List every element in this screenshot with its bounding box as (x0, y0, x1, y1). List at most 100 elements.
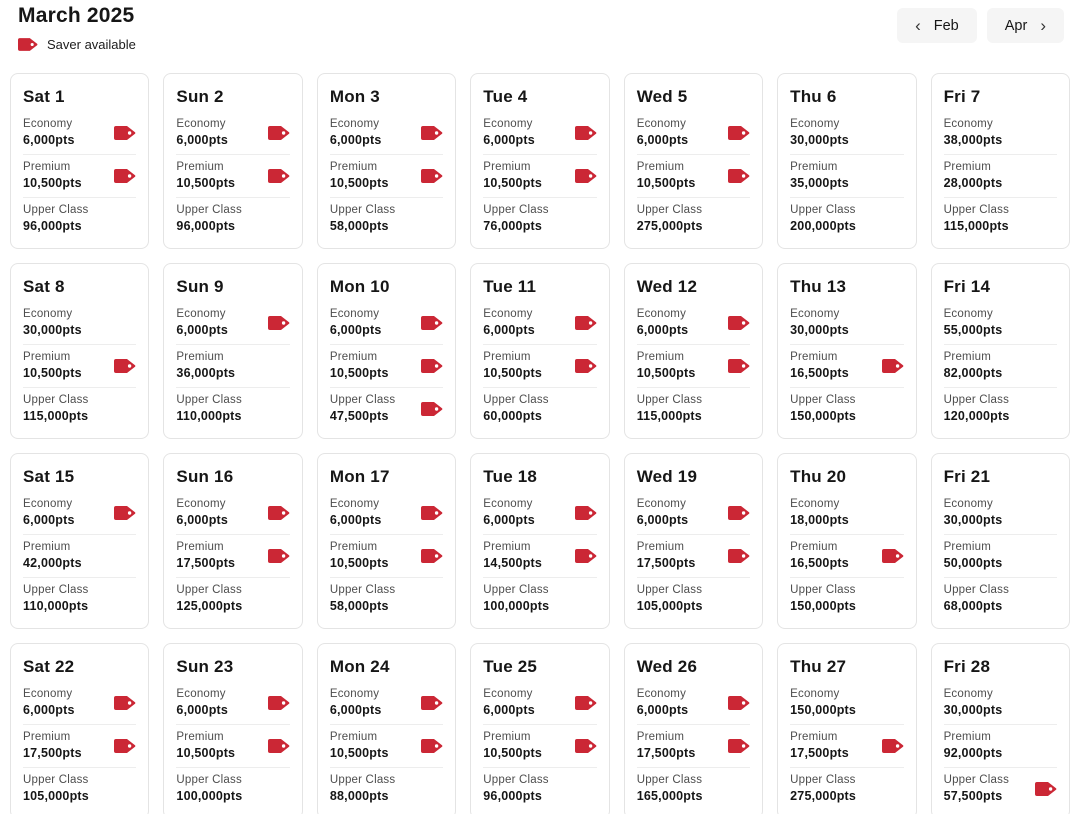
day-card[interactable]: Tue 18 Economy 6,000pts Premium 14,500pt… (470, 453, 610, 629)
day-card[interactable]: Tue 11 Economy 6,000pts Premium 10,500pt… (470, 263, 610, 439)
day-card[interactable]: Fri 21 Economy 30,000pts Premium 50,000p… (930, 453, 1070, 629)
cabin-points: 68,000pts (943, 599, 1003, 613)
cabin-points: 10,500pts (483, 746, 543, 760)
cabin-info: Premium 10,500pts (330, 731, 389, 760)
cabin-label: Premium (790, 731, 838, 743)
cabin-row: Economy 30,000pts (790, 302, 903, 344)
saver-tag-icon (728, 738, 750, 753)
cabin-label: Economy (636, 308, 687, 320)
day-title: Wed 12 (636, 277, 698, 296)
cabin-info: Premium 10,500pts (176, 731, 235, 760)
cabin-label: Premium (790, 161, 838, 173)
cabin-points: 6,000pts (329, 513, 382, 527)
cabin-label: Economy (329, 308, 380, 320)
cabin-label: Economy (23, 498, 73, 510)
cabin-row: Upper Class 96,000pts (176, 197, 290, 240)
cabin-info: Upper Class 57,500pts (944, 774, 1009, 803)
cabin-points: 100,000pts (483, 599, 550, 613)
cabin-row: Upper Class 58,000pts (329, 197, 444, 240)
day-card[interactable]: Wed 19 Economy 6,000pts Premium 17,500pt… (623, 453, 764, 629)
cabin-points: 6,000pts (636, 703, 689, 717)
saver-tag-icon (267, 548, 290, 563)
day-card[interactable]: Sun 9 Economy 6,000pts Premium 36,000pts (163, 263, 303, 439)
cabin-points: 55,000pts (943, 323, 1003, 337)
day-card[interactable]: Fri 28 Economy 30,000pts Premium 92,000p… (930, 643, 1070, 814)
cabin-points: 150,000pts (790, 703, 857, 717)
day-card[interactable]: Mon 17 Economy 6,000pts Premium 10,500pt… (316, 453, 457, 629)
cabin-row: Economy 6,000pts (176, 112, 290, 154)
day-card[interactable]: Tue 4 Economy 6,000pts Premium 10,500pts (470, 73, 610, 249)
cabin-points: 105,000pts (23, 789, 89, 803)
day-card[interactable]: Wed 12 Economy 6,000pts Premium 10,500pt… (623, 263, 764, 439)
cabin-points: 6,000pts (176, 513, 229, 527)
prev-month-button[interactable]: ‹ Feb (897, 8, 977, 43)
day-card[interactable]: Sat 1 Economy 6,000pts Premium 10,500pts (10, 73, 150, 249)
saver-tag-icon (114, 125, 136, 140)
day-card[interactable]: Sun 2 Economy 6,000pts Premium 10,500pts (163, 73, 303, 249)
saver-tag-icon (728, 695, 750, 710)
cabin-info: Upper Class 100,000pts (176, 774, 242, 803)
cabin-row: Upper Class 275,000pts (790, 767, 904, 810)
cabin-row: Premium 10,500pts (329, 534, 444, 577)
cabin-points: 14,500pts (483, 556, 543, 570)
day-card[interactable]: Thu 13 Economy 30,000pts Premium 16,500p… (777, 263, 917, 439)
cabin-row: Upper Class 125,000pts (176, 577, 290, 620)
calendar-grid: Sat 1 Economy 6,000pts Premium 10,500pts (0, 73, 1080, 814)
cabin-label: Upper Class (329, 204, 396, 216)
cabin-label: Economy (23, 308, 73, 320)
cabin-row: Premium 10,500pts (23, 154, 137, 197)
cabin-points: 6,000pts (636, 133, 689, 147)
cabin-points: 47,500pts (329, 409, 389, 423)
cabin-row: Economy 30,000pts (23, 302, 136, 344)
cabin-info: Economy 30,000pts (23, 308, 82, 337)
cabin-row: Economy 30,000pts (944, 492, 1057, 534)
cabin-info: Premium 10,500pts (23, 351, 82, 380)
day-card[interactable]: Fri 14 Economy 55,000pts Premium 82,000p… (930, 263, 1070, 439)
cabin-points: 6,000pts (483, 133, 535, 147)
day-card[interactable]: Fri 7 Economy 38,000pts Premium 28,000pt… (930, 73, 1070, 249)
cabin-points: 6,000pts (483, 323, 535, 337)
day-card[interactable]: Thu 27 Economy 150,000pts Premium 17,500… (777, 643, 917, 814)
day-card[interactable]: Wed 26 Economy 6,000pts Premium 17,500pt… (623, 643, 764, 814)
cabin-points: 17,500pts (176, 556, 236, 570)
next-month-button[interactable]: Apr › (986, 8, 1064, 43)
day-card[interactable]: Mon 3 Economy 6,000pts Premium 10,500pts (316, 73, 457, 249)
cabin-row: Upper Class 150,000pts (790, 577, 904, 620)
saver-tag-icon (728, 358, 750, 373)
cabin-label: Premium (176, 541, 224, 553)
day-card[interactable]: Sun 16 Economy 6,000pts Premium 17,500pt… (163, 453, 303, 629)
saver-tag-icon (267, 505, 290, 520)
cabin-info: Premium 10,500pts (176, 161, 235, 190)
cabin-points: 28,000pts (943, 176, 1003, 190)
cabin-label: Premium (943, 731, 991, 743)
cabin-label: Premium (176, 351, 224, 363)
cabin-info: Economy 30,000pts (944, 688, 1003, 717)
cabin-label: Economy (790, 688, 840, 700)
day-card[interactable]: Tue 25 Economy 6,000pts Premium 10,500pt… (470, 643, 610, 814)
day-card[interactable]: Sat 15 Economy 6,000pts Premium 42,000pt… (10, 453, 150, 629)
cabin-label: Upper Class (636, 204, 703, 216)
cabin-row: Upper Class 165,000pts (636, 767, 751, 810)
day-card[interactable]: Sun 23 Economy 6,000pts Premium 10,500pt… (163, 643, 303, 814)
day-card[interactable]: Sat 8 Economy 30,000pts Premium 10,500pt… (10, 263, 150, 439)
day-title: Thu 6 (790, 87, 837, 106)
day-card[interactable]: Mon 24 Economy 6,000pts Premium 10,500pt… (316, 643, 457, 814)
cabin-info: Premium 16,500pts (790, 541, 849, 570)
day-card[interactable]: Thu 20 Economy 18,000pts Premium 16,500p… (777, 453, 917, 629)
cabin-row: Upper Class 58,000pts (329, 577, 444, 620)
cabin-points: 88,000pts (329, 789, 389, 803)
cabin-info: Premium 17,500pts (637, 541, 696, 570)
cabin-label: Premium (483, 731, 531, 743)
day-card[interactable]: Mon 10 Economy 6,000pts Premium 10,500pt… (316, 263, 457, 439)
day-card[interactable]: Thu 6 Economy 30,000pts Premium 35,000pt… (777, 73, 917, 249)
day-title: Wed 5 (636, 87, 688, 106)
cabin-label: Upper Class (790, 204, 856, 216)
cabin-points: 16,500pts (790, 366, 849, 380)
cabin-points: 17,500pts (636, 746, 696, 760)
day-title: Tue 4 (483, 87, 528, 106)
cabin-info: Economy 6,000pts (483, 308, 535, 337)
day-card[interactable]: Wed 5 Economy 6,000pts Premium 10,500pts (623, 73, 764, 249)
cabin-row: Economy 150,000pts (790, 682, 903, 724)
cabin-row: Economy 6,000pts (637, 302, 750, 344)
day-card[interactable]: Sat 22 Economy 6,000pts Premium 17,500pt… (10, 643, 150, 814)
